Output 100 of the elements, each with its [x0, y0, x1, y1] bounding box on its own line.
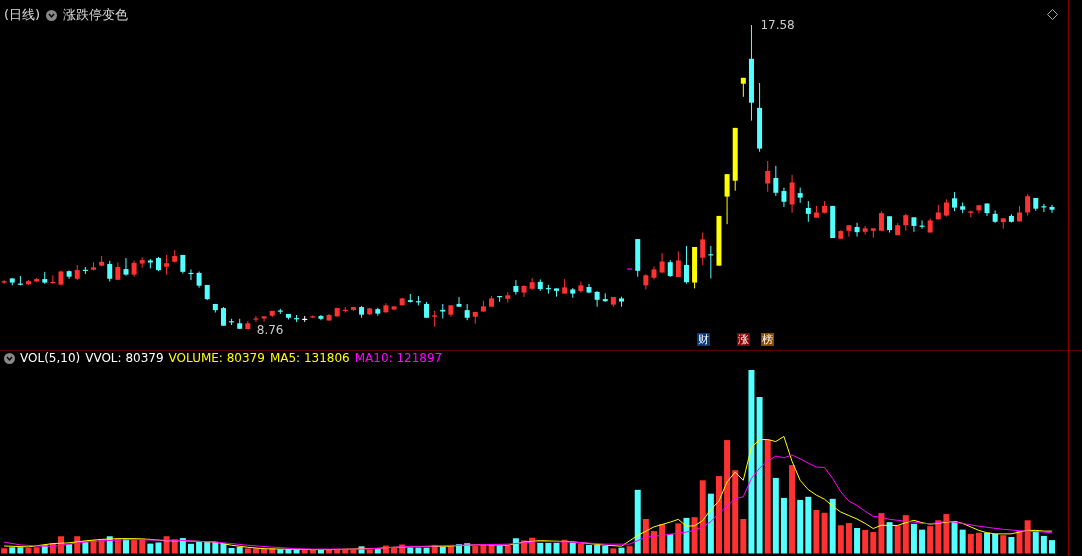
bar: [545, 542, 552, 554]
bar: [586, 544, 592, 554]
bar: [439, 546, 446, 554]
bar: [122, 538, 129, 554]
bar: [829, 498, 836, 554]
candlestick: [261, 315, 267, 323]
bar: [707, 493, 714, 554]
bar: [943, 514, 950, 554]
text: VVOL: 80379: [85, 351, 164, 365]
bar: [537, 542, 544, 554]
bar: [642, 519, 649, 554]
annotation: 17.58: [760, 18, 795, 33]
bar: [919, 529, 926, 554]
bar: [301, 550, 308, 554]
bar: [512, 538, 519, 554]
bar: [862, 530, 869, 554]
candlestick: [1049, 204, 1055, 214]
candlestick: [164, 254, 170, 276]
bar: [805, 496, 812, 554]
bar: [131, 540, 138, 554]
candlestick: [846, 224, 852, 238]
bar: [854, 527, 861, 554]
bar: [756, 396, 763, 554]
bar: [837, 525, 844, 554]
candlestick: [765, 160, 771, 193]
bar: [780, 497, 787, 554]
candlestick: [976, 204, 982, 214]
candlestick: [854, 222, 860, 238]
bar: [577, 543, 584, 554]
bar: [147, 543, 154, 554]
bar: [1032, 530, 1039, 554]
bar: [992, 533, 999, 554]
bar: [724, 440, 731, 554]
bar: [732, 470, 739, 554]
candlestick: [594, 290, 600, 308]
bar: [772, 477, 779, 554]
bar: [975, 532, 982, 554]
bar: [423, 547, 430, 554]
bar: [910, 523, 917, 554]
bar: [797, 499, 804, 554]
candlestick: [253, 315, 259, 323]
candlestick: [805, 200, 811, 223]
text: VOLUME: 80379: [168, 351, 265, 365]
bar: [171, 539, 178, 554]
chart-title: VOL(5,10): [20, 351, 81, 365]
bar: [715, 476, 722, 554]
chart-title: (日线): [4, 6, 41, 24]
bar: [650, 531, 657, 554]
bar: [845, 523, 852, 554]
bar: [569, 542, 576, 554]
bar: [17, 547, 24, 554]
candlestick: [220, 306, 226, 327]
bar: [927, 526, 934, 554]
bar: [391, 548, 398, 554]
bar: [594, 544, 601, 554]
bar: [326, 550, 333, 554]
bar: [821, 512, 828, 554]
bar: [456, 544, 463, 554]
bar: [9, 547, 16, 554]
bar: [683, 517, 690, 554]
bar: [1016, 530, 1023, 554]
bar: [878, 513, 885, 554]
chart-subtitle: 涨跌停变色: [63, 6, 129, 24]
bar: [984, 532, 991, 554]
bar: [789, 465, 796, 554]
bar: [220, 543, 227, 554]
candlestick: [675, 250, 681, 278]
bar: [155, 542, 162, 554]
bar: [317, 550, 324, 554]
text: MA10: 121897: [354, 351, 443, 365]
bar: [33, 547, 40, 554]
bar: [626, 546, 633, 554]
bar: [236, 546, 243, 554]
bar: [204, 541, 211, 554]
candlestick: [123, 257, 129, 277]
bar: [667, 533, 674, 554]
text: 涨: [737, 333, 750, 346]
bar: [602, 545, 609, 554]
bar: [244, 548, 251, 554]
bar: [618, 547, 625, 554]
bar: [967, 533, 974, 554]
bar: [187, 543, 194, 554]
bar: [374, 549, 381, 554]
bar: [748, 370, 755, 554]
text: 财: [697, 333, 710, 346]
bar: [1024, 520, 1031, 554]
bar: [66, 544, 73, 554]
candlestick: [659, 252, 665, 274]
text: MA5: 131806: [269, 351, 350, 365]
bar: [610, 548, 617, 554]
annotation: 8.76: [256, 322, 284, 337]
candlestick: [789, 174, 795, 214]
bar: [196, 541, 203, 554]
candlestick: [578, 281, 584, 294]
candlestick: [952, 191, 958, 212]
bar: [764, 439, 771, 554]
bar: [25, 548, 32, 554]
candlestick: [878, 210, 884, 232]
bar: [472, 545, 479, 554]
bar: [870, 532, 877, 554]
